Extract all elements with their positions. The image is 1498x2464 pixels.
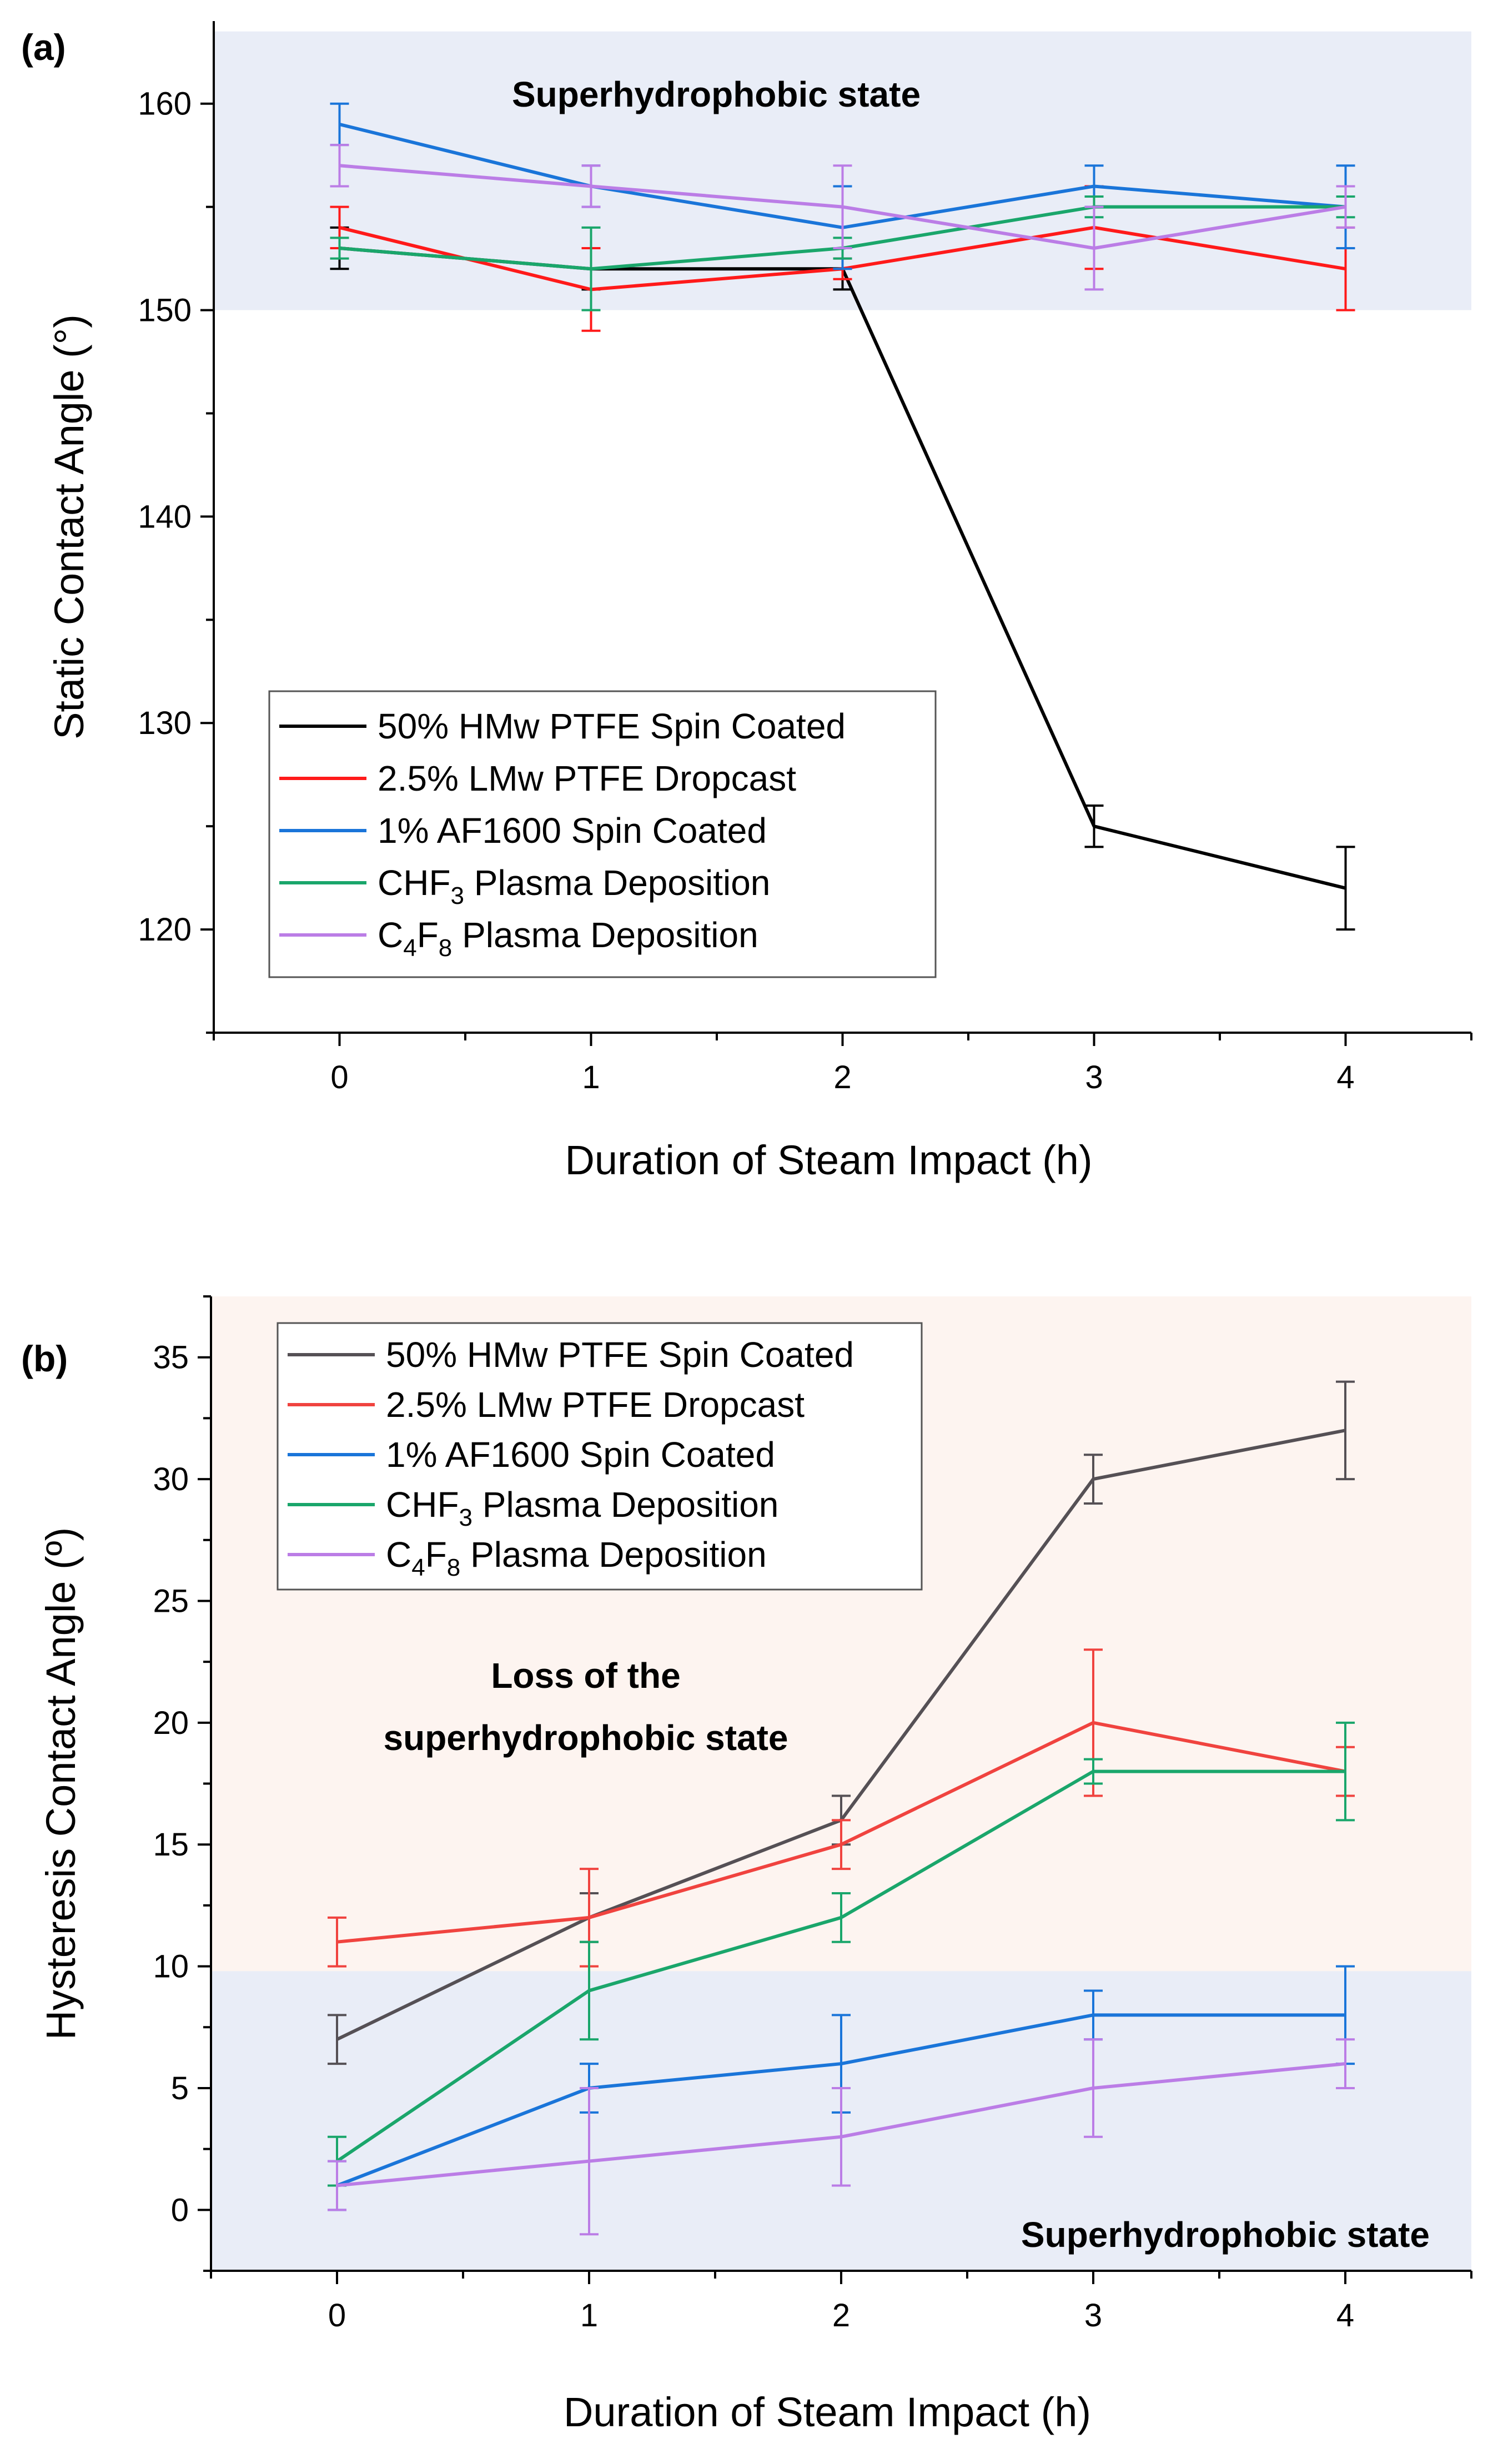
legend-item: 1% AF1600 Spin Coated (288, 1435, 775, 1475)
y-tick-label: 25 (153, 1583, 189, 1619)
legend: 50% HMw PTFE Spin Coated 2.5% LMw PTFE Dr… (268, 690, 937, 978)
legend-label-main: CHF (378, 863, 451, 903)
x-tick-label: 1 (582, 1059, 600, 1095)
y-tick-label: 30 (153, 1461, 189, 1497)
region-label-loss-line1: Loss of the (491, 1656, 680, 1696)
panel-label: (a) (21, 27, 66, 68)
legend-item: CHF3 Plasma Deposition (288, 1485, 778, 1531)
legend-label: 2.5% LMw PTFE Dropcast (378, 758, 796, 798)
legend-label-tail: Plasma Deposition (460, 1535, 766, 1575)
legend-label-main: 2.5% LMw PTFE Dropcast (386, 1385, 805, 1425)
x-axis-title: Duration of Steam Impact (h) (565, 1137, 1092, 1183)
y-tick-label: 15 (153, 1827, 189, 1863)
legend-label-main: 1% AF1600 Spin Coated (386, 1435, 775, 1475)
y-tick-label: 20 (153, 1705, 189, 1741)
y-tick-label: 10 (153, 1949, 189, 1985)
legend-label-main: 1% AF1600 Spin Coated (378, 811, 767, 851)
legend-label-main: 2.5% LMw PTFE Dropcast (378, 758, 796, 798)
legend-label: 1% AF1600 Spin Coated (386, 1435, 775, 1475)
legend-label-subscript: 8 (439, 934, 452, 962)
y-tick-label: 120 (138, 912, 192, 948)
y-axis-title: Hysteresis Contact Angle (º) (38, 1527, 84, 2040)
legend-label: CHF3 Plasma Deposition (386, 1485, 778, 1531)
x-tick-label: 1 (580, 2297, 598, 2334)
y-tick-label: 160 (138, 86, 192, 122)
legend-item: C4F8 Plasma Deposition (288, 1535, 767, 1581)
y-tick-label: 140 (138, 499, 192, 535)
series-3 (328, 1721, 1355, 2187)
legend-label-main: CHF (386, 1485, 459, 1525)
x-tick-label: 2 (832, 2297, 850, 2334)
legend-label: 50% HMw PTFE Spin Coated (386, 1335, 854, 1375)
legend-label-mid: F (425, 1535, 447, 1575)
legend-label: CHF3 Plasma Deposition (378, 863, 770, 909)
legend-label: 2.5% LMw PTFE Dropcast (386, 1385, 805, 1425)
legend-item: 50% HMw PTFE Spin Coated (279, 706, 846, 746)
chart-panel-a: Superhydrophobic state 120 130 140 150 160 0 1 2… (21, 21, 1472, 1183)
legend-label: 1% AF1600 Spin Coated (378, 811, 767, 851)
legend-label-tail: Plasma Deposition (452, 915, 758, 955)
legend-label: 50% HMw PTFE Spin Coated (378, 706, 846, 746)
legend-label: C4F8 Plasma Deposition (386, 1535, 767, 1581)
legend-item: 2.5% LMw PTFE Dropcast (279, 758, 796, 798)
legend-item: 1% AF1600 Spin Coated (279, 811, 767, 851)
series-1 (328, 1648, 1355, 1968)
y-tick-label: 5 (171, 2070, 189, 2106)
series-4 (330, 144, 1355, 291)
legend-label-main: C (386, 1535, 411, 1575)
legend-box (277, 1322, 923, 1591)
y-tick-label: 150 (138, 293, 192, 329)
x-tick-label: 4 (1336, 2297, 1354, 2334)
y-axis-title: Static Contact Angle (°) (46, 314, 92, 740)
x-tick-label: 2 (833, 1059, 851, 1095)
panel-label: (b) (21, 1338, 68, 1379)
y-tick-label: 0 (171, 2192, 189, 2228)
legend: 50% HMw PTFE Spin Coated 2.5% LMw PTFE Dr… (277, 1322, 923, 1591)
legend-item: 2.5% LMw PTFE Dropcast (288, 1385, 805, 1425)
legend-label-tail: Plasma Deposition (472, 1485, 778, 1525)
legend-item: CHF3 Plasma Deposition (279, 863, 770, 909)
legend-label-mid: F (417, 915, 439, 955)
legend-box (268, 690, 937, 978)
legend-label-subscript: 3 (451, 882, 464, 909)
legend-label-main: 50% HMw PTFE Spin Coated (378, 706, 846, 746)
legend-label-subscript: 8 (447, 1554, 460, 1581)
legend-item: C4F8 Plasma Deposition (279, 915, 758, 962)
legend-label-main: 50% HMw PTFE Spin Coated (386, 1335, 854, 1375)
legend-label-subscript: 4 (403, 934, 416, 962)
legend-label-tail: Plasma Deposition (464, 863, 770, 903)
x-tick-label: 3 (1084, 2297, 1102, 2334)
series-4 (328, 2038, 1355, 2236)
x-tick-label: 4 (1336, 1059, 1354, 1095)
legend-label: C4F8 Plasma Deposition (378, 915, 758, 962)
legend-item: 50% HMw PTFE Spin Coated (288, 1335, 854, 1375)
legend-label-subscript: 4 (411, 1554, 425, 1581)
x-tick-label: 0 (328, 2297, 346, 2334)
region-label-superhydrophobic: Superhydrophobic state (512, 74, 921, 114)
region-label-superhydrophobic: Superhydrophobic state (1021, 2215, 1430, 2255)
chart-panel-b: Loss of the superhydrophobic state Superhy… (21, 1295, 1472, 2435)
x-axis-title: Duration of Steam Impact (h) (564, 2389, 1091, 2435)
legend-label-main: C (378, 915, 403, 955)
y-tick-label: 35 (153, 1340, 189, 1376)
x-tick-label: 0 (330, 1059, 348, 1095)
y-tick-label: 130 (138, 705, 192, 741)
x-tick-label: 3 (1085, 1059, 1103, 1095)
legend-label-subscript: 3 (459, 1504, 472, 1531)
region-label-loss-line2: superhydrophobic state (384, 1718, 788, 1758)
